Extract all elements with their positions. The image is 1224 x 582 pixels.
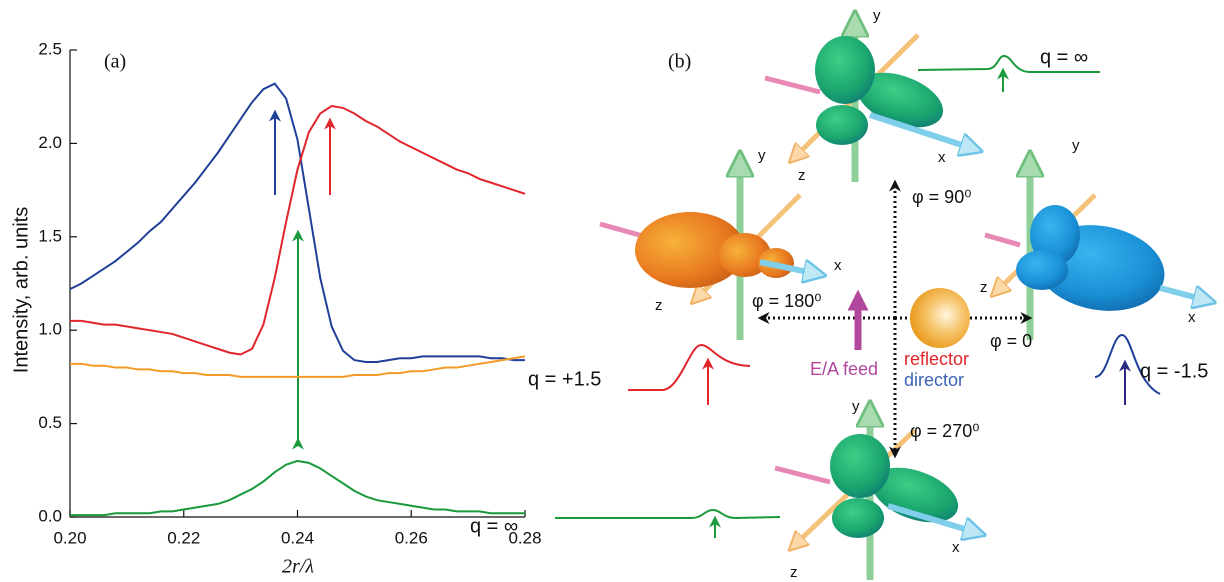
feed-label: E/A feed (810, 359, 878, 379)
lobe (719, 233, 771, 277)
phi-label: φ = 270⁰ (910, 421, 979, 441)
axis-label: x (952, 539, 960, 556)
lobe-top: y x z q = ∞ (764, 7, 1100, 184)
axis-label: z (655, 297, 663, 314)
line-series (69, 82, 525, 363)
lobe (832, 498, 884, 538)
axis-label: y (852, 398, 860, 415)
panel-label: (a) (104, 51, 126, 73)
q-label: q = +1.5 (528, 368, 601, 390)
response-curve (555, 508, 781, 520)
diagram-b: (b) y x z q = ∞ y x z q = +1.5 (470, 7, 1208, 581)
axis-label: z (980, 279, 988, 296)
lobe (816, 105, 868, 145)
axis-label: x (938, 149, 946, 166)
reflector-label: reflector (904, 349, 969, 369)
x-axis-label: 2r/λ (282, 556, 314, 578)
q-label: q = ∞ (1040, 46, 1088, 68)
y-tick-label: 2.0 (38, 133, 62, 152)
axis-label: x (834, 257, 842, 274)
axis-line (984, 232, 1021, 248)
axis-label: z (798, 167, 806, 184)
lobe (1016, 250, 1068, 290)
axis-label: y (758, 147, 766, 164)
axis-line (764, 75, 821, 95)
response-curve (628, 343, 751, 391)
axis-label: y (873, 7, 881, 24)
axis-label: x (1188, 309, 1196, 326)
lobe (815, 36, 875, 104)
x-axis-arrow (887, 503, 968, 530)
lobe-bottom: y x z q = ∞ (470, 398, 968, 581)
x-tick-label: 0.20 (53, 528, 86, 547)
director-label: director (904, 370, 964, 390)
q-label: q = ∞ (470, 515, 518, 537)
lobe (830, 434, 890, 498)
y-tick-label: 2.5 (38, 39, 62, 58)
y-tick-label: 0.5 (38, 413, 62, 432)
phi-label: φ = 90⁰ (912, 187, 971, 207)
response-curve (1094, 333, 1161, 395)
phi-label: φ = 0 (990, 331, 1032, 351)
x-tick-label: 0.24 (281, 528, 314, 547)
y-tick-label: 0.0 (38, 506, 62, 525)
x-tick-label: 0.28 (508, 528, 541, 547)
y-tick-label: 1.0 (38, 320, 62, 339)
axis-label: y (1072, 137, 1080, 154)
lobe (1030, 205, 1080, 265)
phi-label: φ = 180⁰ (752, 291, 821, 311)
line-series (70, 355, 526, 378)
line-series (70, 104, 526, 356)
chart-a: (a) 2r/λ Intensity, arb. units 0.0 0.5 1.0… (10, 39, 541, 577)
x-axis-arrow (1159, 285, 1198, 298)
x-axis-arrow (759, 259, 808, 272)
y-tick-label: 1.5 (38, 226, 62, 245)
x-tick-label: 0.26 (395, 528, 428, 547)
lobe (856, 72, 944, 128)
x-tick-label: 0.22 (167, 528, 200, 547)
panel-label: (b) (668, 51, 691, 73)
y-axis-label: Intensity, arb. units (10, 207, 32, 373)
reflector-sphere (910, 288, 970, 348)
x-axis-arrow (869, 112, 965, 146)
axis-line (774, 465, 831, 485)
lobe (635, 212, 745, 288)
axis-label: z (790, 564, 798, 581)
direction-cross: φ = 90⁰ φ = 180⁰ φ = 0 φ = 270⁰ E/A feed… (752, 179, 1033, 459)
lobe-left: y x z q = +1.5 (528, 147, 842, 405)
q-label: q = -1.5 (1140, 360, 1208, 382)
line-series (70, 459, 525, 517)
lobe-right: y x z q = -1.5 (980, 137, 1208, 405)
response-curve (917, 54, 1100, 73)
